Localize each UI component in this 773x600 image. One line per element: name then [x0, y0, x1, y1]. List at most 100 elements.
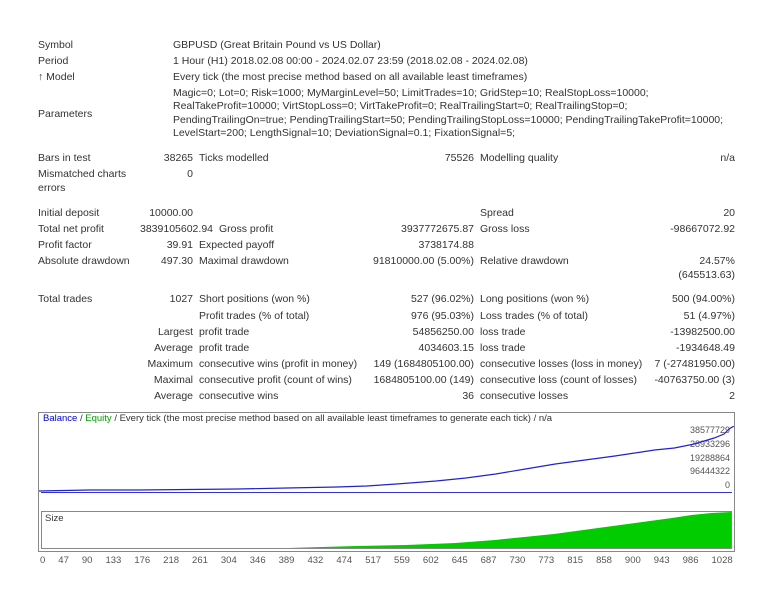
row-drawdown: Absolute drawdown 497.30 Maximal drawdow… — [38, 254, 735, 282]
lbl-absdd: Absolute drawdown — [38, 254, 138, 268]
val-mcw: 149 (1684805100.00) — [369, 357, 480, 371]
lbl-acw: consecutive wins — [199, 389, 369, 403]
xtick: 346 — [250, 555, 266, 566]
xtick: 90 — [82, 555, 93, 566]
row-bars: Bars in test 38265 Ticks modelled 75526 … — [38, 151, 735, 165]
val-gprofit: 3937772675.87 — [369, 222, 480, 236]
row-mismatch: Mismatched charts errors 0 — [38, 167, 735, 195]
lbl-epayoff: Expected payoff — [199, 238, 369, 252]
val-acl: 2 — [645, 389, 735, 403]
lbl-gprofit: Gross profit — [219, 222, 369, 236]
val-mcl: 7 (-27481950.00) — [645, 357, 735, 371]
val-netprofit: 3839105602.94 — [138, 222, 219, 236]
xtick: 986 — [683, 555, 699, 566]
row-trades: Total trades 1027 Short positions (won %… — [38, 292, 735, 306]
xtick: 773 — [538, 555, 554, 566]
val-pfactor: 39.91 — [138, 238, 199, 252]
balance-curve — [39, 426, 734, 492]
row-parameters: Parameters Magic=0; Lot=0; Risk=1000; My… — [38, 87, 735, 142]
pfx-avg: Average — [138, 341, 199, 355]
val-lpt: 54856250.00 — [369, 325, 480, 339]
val-mismatch: 0 — [138, 167, 199, 181]
row-avgcons: Average consecutive wins 36 consecutive … — [38, 389, 735, 403]
val-reldd: 24.57% (645513.63) — [645, 254, 735, 282]
lbl-lpt: profit trade — [199, 325, 369, 339]
zero-line — [41, 492, 732, 493]
xtick: 559 — [394, 555, 410, 566]
row-profit-trades: Profit trades (% of total) 976 (95.03%) … — [38, 309, 735, 323]
xtick: 0 — [40, 555, 45, 566]
val-apt: 4034603.15 — [369, 341, 480, 355]
chart-xaxis: 0479013317621826130434638943247451755960… — [38, 555, 735, 566]
val-long: 500 (94.00%) — [645, 292, 735, 306]
row-period: Period 1 Hour (H1) 2018.02.08 00:00 - 20… — [38, 54, 735, 68]
val-modelq: n/a — [645, 151, 735, 165]
row-maxprof: Maximal consecutive profit (count of win… — [38, 373, 735, 387]
val-bars: 38265 — [138, 151, 199, 165]
lbl-alt: loss trade — [480, 341, 645, 355]
equity-chart: Balance / Equity / Every tick (the most … — [38, 412, 735, 552]
lbl-deposit: Initial deposit — [38, 206, 138, 220]
row-pfactor: Profit factor 39.91 Expected payoff 3738… — [38, 238, 735, 252]
xtick: 261 — [192, 555, 208, 566]
lbl-long: Long positions (won %) — [480, 292, 645, 306]
lbl-mcll: consecutive loss (count of losses) — [480, 373, 645, 387]
label-symbol: Symbol — [38, 38, 173, 52]
xtick: 304 — [221, 555, 237, 566]
lbl-trades: Total trades — [38, 292, 138, 306]
xtick: 645 — [452, 555, 468, 566]
lbl-mismatch: Mismatched charts errors — [38, 167, 138, 195]
val-llt: -13982500.00 — [645, 325, 735, 339]
val-ltrades: 51 (4.97%) — [645, 309, 735, 323]
val-mcll: -40763750.00 (3) — [645, 373, 735, 387]
lbl-ticks: Ticks modelled — [199, 151, 369, 165]
val-alt: -1934648.49 — [645, 341, 735, 355]
xtick: 815 — [567, 555, 583, 566]
val-acw: 36 — [369, 389, 480, 403]
lbl-spread: Spread — [480, 206, 645, 220]
label-model: ↑ Model — [38, 70, 173, 84]
pfx-largest: Largest — [138, 325, 199, 339]
legend-tail: / Every tick (the most precise method ba… — [114, 413, 552, 424]
lbl-mcw: consecutive wins (profit in money) — [199, 357, 369, 371]
lbl-pfactor: Profit factor — [38, 238, 138, 252]
xtick: 943 — [654, 555, 670, 566]
xtick: 432 — [307, 555, 323, 566]
lbl-modelq: Modelling quality — [480, 151, 645, 165]
val-maxdd: 91810000.00 (5.00%) — [369, 254, 480, 268]
xtick: 389 — [279, 555, 295, 566]
xtick: 1028 — [712, 555, 733, 566]
xtick: 602 — [423, 555, 439, 566]
lbl-mcp: consecutive profit (count of wins) — [199, 373, 369, 387]
val-ticks: 75526 — [369, 151, 480, 165]
val-epayoff: 3738174.88 — [369, 238, 480, 252]
xtick: 176 — [134, 555, 150, 566]
val-ptrades: 976 (95.03%) — [369, 309, 480, 323]
pfx-avg2: Average — [138, 389, 199, 403]
row-largest: Largest profit trade 54856250.00 loss tr… — [38, 325, 735, 339]
lbl-gloss: Gross loss — [480, 222, 645, 236]
legend-equity: Equity — [85, 413, 111, 424]
row-maxcons: Maximum consecutive wins (profit in mone… — [38, 357, 735, 371]
value-symbol: GBPUSD (Great Britain Pound vs US Dollar… — [173, 38, 735, 52]
xtick: 218 — [163, 555, 179, 566]
val-gloss: -98667072.92 — [645, 222, 735, 236]
size-area — [42, 512, 731, 548]
size-label: Size — [45, 513, 63, 524]
xtick: 858 — [596, 555, 612, 566]
lbl-ptrades: Profit trades (% of total) — [199, 309, 369, 323]
pfx-max: Maximum — [138, 357, 199, 371]
xtick: 900 — [625, 555, 641, 566]
xtick: 47 — [58, 555, 69, 566]
row-deposit: Initial deposit 10000.00 Spread 20 — [38, 206, 735, 220]
val-absdd: 497.30 — [138, 254, 199, 268]
lbl-reldd: Relative drawdown — [480, 254, 645, 268]
xtick: 687 — [481, 555, 497, 566]
val-short: 527 (96.02%) — [369, 292, 480, 306]
lbl-llt: loss trade — [480, 325, 645, 339]
xtick: 730 — [509, 555, 525, 566]
lbl-apt: profit trade — [199, 341, 369, 355]
value-parameters: Magic=0; Lot=0; Risk=1000; MyMarginLevel… — [173, 87, 735, 142]
xtick: 133 — [105, 555, 121, 566]
chart-legend: Balance / Equity / Every tick (the most … — [39, 413, 734, 425]
